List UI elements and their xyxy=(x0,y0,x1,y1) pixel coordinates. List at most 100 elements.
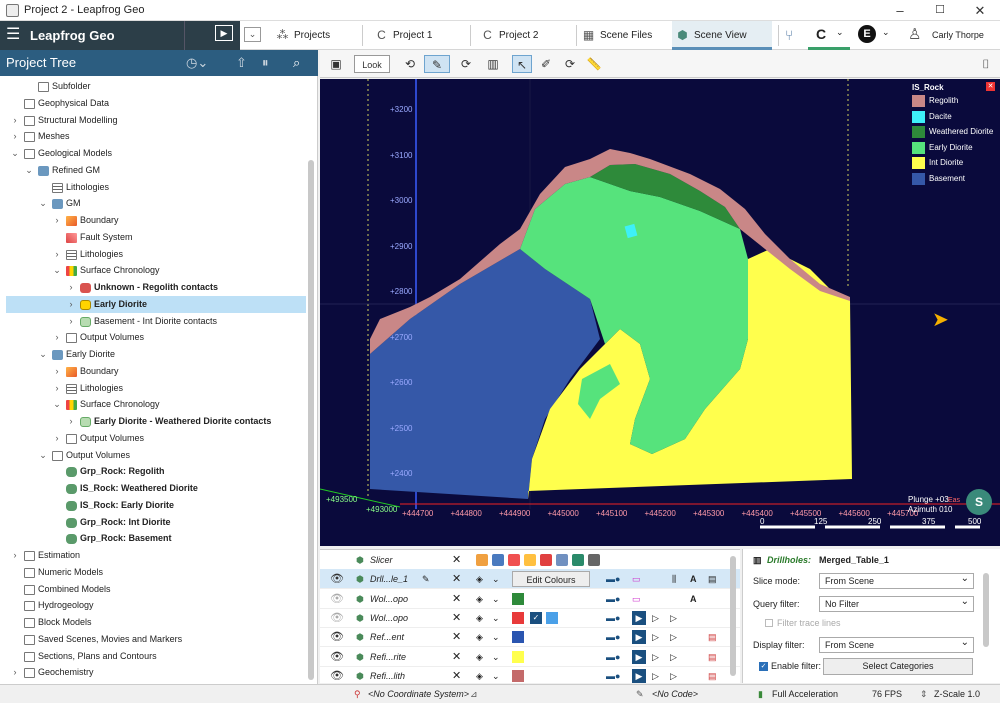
labels-icon[interactable]: ⫼ xyxy=(672,574,677,585)
chevron-right-icon[interactable]: › xyxy=(13,114,17,125)
hamburger-menu-icon[interactable]: ☰ xyxy=(6,26,21,43)
up-arrow-icon[interactable]: ⇧ xyxy=(236,55,247,70)
tabs-dropdown-button[interactable]: ⌄ xyxy=(244,27,261,42)
shape-row[interactable]: 👁 ⬢ Wol...opo ✕ ◈ ⌄ ✓ ▬● ▶ ▷ ▷ xyxy=(320,608,740,628)
tree-row[interactable]: › Early Diorite - Weathered Diorite conta… xyxy=(0,413,306,430)
maximize-button[interactable]: ☐ xyxy=(935,4,945,16)
chevron-down-icon[interactable]: ⌄ xyxy=(492,612,500,623)
chevron-right-icon[interactable]: › xyxy=(69,416,73,426)
tree-row[interactable]: › Output Volumes xyxy=(0,329,306,346)
select-pointer-icon[interactable]: ↖ xyxy=(512,55,532,73)
chevron-right-icon[interactable]: › xyxy=(55,432,59,443)
chevron-down-icon[interactable]: ⌄ xyxy=(53,265,61,276)
tree-row[interactable]: Fault System xyxy=(0,229,306,246)
pen-tool-icon[interactable]: ✎ xyxy=(424,55,450,73)
colour-swatch[interactable] xyxy=(512,669,524,682)
paint-bucket-icon[interactable]: ◈ xyxy=(476,574,483,585)
tree-row[interactable]: › Lithologies xyxy=(0,380,306,397)
shape-row[interactable]: 👁 ⬢ Refi...lith ✕ ◈ ⌄ ▬● ▶ ▷ ▷ ▤ xyxy=(320,666,740,686)
search-icon[interactable]: ⌕ xyxy=(293,55,301,70)
shape-row[interactable]: 👁 ⬢ Wol...opo ✕ ◈ ⌄ ▬● ▭ A xyxy=(320,589,740,609)
tree-row[interactable]: Grp_Rock: Basement xyxy=(0,530,306,547)
paint-bucket-icon[interactable]: ◈ xyxy=(476,593,483,604)
remove-icon[interactable]: ✕ xyxy=(452,631,462,644)
tab-scene-files[interactable]: ▦ Scene Files xyxy=(578,21,670,50)
table-icon[interactable]: ▤ xyxy=(708,670,717,681)
paint-bucket-icon[interactable]: ◈ xyxy=(476,632,483,643)
slicer-mode-icon[interactable] xyxy=(556,554,568,566)
slicer-mode-icon[interactable] xyxy=(492,554,504,566)
select-categories-button[interactable]: Select Categories xyxy=(823,658,973,675)
tree-scrollbar[interactable] xyxy=(308,160,314,680)
colour-swatch[interactable] xyxy=(512,631,524,644)
tree-row[interactable]: IS_Rock: Weathered Diorite xyxy=(0,480,306,497)
rotate-icon[interactable]: ⟲ xyxy=(404,57,416,71)
tree-row[interactable]: Sections, Plans and Contours xyxy=(0,648,306,665)
slicer-mode-icon[interactable] xyxy=(476,554,488,566)
sync-icon[interactable]: ⟳ xyxy=(460,57,472,71)
slicer-mode-icon[interactable] xyxy=(540,554,552,566)
visibility-eye-icon[interactable]: 👁 xyxy=(330,631,344,644)
chevron-right-icon[interactable]: › xyxy=(69,282,73,292)
intervals-icon[interactable]: ▭ xyxy=(632,593,641,604)
look-dropdown[interactable]: Look xyxy=(354,55,390,73)
enable-filter-checkbox[interactable]: ✓ xyxy=(759,662,768,671)
colour-swatch[interactable] xyxy=(512,650,524,663)
chevron-right-icon[interactable]: › xyxy=(13,550,17,560)
checkbox-icon[interactable]: ✓ xyxy=(530,611,542,624)
render-mode-icon[interactable]: ▶ xyxy=(632,649,646,664)
tree-row[interactable]: › Basement - Int Diorite contacts xyxy=(0,313,306,330)
remove-icon[interactable]: ✕ xyxy=(452,669,462,682)
shape-row[interactable]: 👁 ⬢ Ref...ent ✕ ◈ ⌄ ▬● ▶ ▷ ▷ ▤ xyxy=(320,627,740,648)
tree-row[interactable]: Hydrogeology xyxy=(0,597,306,614)
chevron-right-icon[interactable]: › xyxy=(13,131,17,142)
remove-icon[interactable]: ✕ xyxy=(452,592,462,605)
paint-bucket-icon[interactable]: ◈ xyxy=(476,612,483,623)
render-mode-icon[interactable]: ▶ xyxy=(632,668,646,683)
text-a-icon[interactable]: A xyxy=(690,593,697,604)
slicer-mode-icon[interactable] xyxy=(588,554,600,566)
visibility-eye-icon[interactable]: 👁 xyxy=(330,669,344,682)
table-icon[interactable]: ▤ xyxy=(708,574,717,585)
branch-icon[interactable]: ⑂ xyxy=(785,27,794,43)
history-icon[interactable]: ◷⌄ xyxy=(186,55,209,70)
display-filter-select[interactable]: From Scene xyxy=(819,636,974,653)
chevron-right-icon[interactable]: › xyxy=(13,667,17,678)
visibility-eye-icon[interactable]: 👁 xyxy=(330,650,344,663)
tree-row[interactable]: › Estimation xyxy=(0,547,306,564)
tree-row[interactable]: Combined Models xyxy=(0,581,306,598)
tree-row[interactable]: › Structural Modelling xyxy=(0,112,306,129)
shape-row[interactable]: 👁 ⬢ Refi...rite ✕ ◈ ⌄ ▬● ▶ ▷ ▷ ▤ xyxy=(320,647,740,667)
pause-icon[interactable]: ⏸ xyxy=(262,55,269,70)
slice-tool-icon[interactable]: ▥ xyxy=(487,57,499,71)
zscale-readout[interactable]: Z-Scale 1.0 xyxy=(934,689,981,699)
tree-row[interactable]: ⌄ Refined GM xyxy=(0,162,306,179)
camera-icon[interactable]: ⌷ xyxy=(982,57,990,71)
render-outline-icon[interactable]: ▷ xyxy=(670,651,677,662)
intervals-icon[interactable]: ▭ xyxy=(632,574,641,585)
colour-swatch[interactable] xyxy=(512,611,524,624)
text-a-icon[interactable]: A xyxy=(690,574,697,585)
user-name[interactable]: Carly Thorpe xyxy=(932,30,984,40)
chevron-down-icon[interactable]: ⌄ xyxy=(11,148,19,158)
tree-row[interactable]: Saved Scenes, Movies and Markers xyxy=(0,631,306,648)
tree-row[interactable]: ⌄ Geological Models xyxy=(0,145,306,162)
chevron-right-icon[interactable]: › xyxy=(55,382,59,393)
tree-row[interactable]: › Boundary xyxy=(0,212,306,229)
tree-row[interactable]: Grp_Rock: Int Diorite xyxy=(0,514,306,531)
coordinate-system[interactable]: <No Coordinate System> xyxy=(368,689,470,699)
remove-icon[interactable]: ✕ xyxy=(452,573,462,586)
render-mode-icon[interactable]: ▶ xyxy=(632,610,646,625)
chevron-down-icon[interactable]: ⌄ xyxy=(492,651,500,662)
chevron-down-icon[interactable]: ⌄ xyxy=(39,449,47,460)
opacity-slider[interactable]: ▬● xyxy=(606,632,621,643)
chevron-right-icon[interactable]: › xyxy=(69,298,73,309)
shape-list-scrollbar[interactable] xyxy=(730,556,736,676)
render-mode-icon[interactable]: ▶ xyxy=(632,630,646,645)
tree-row[interactable]: IS_Rock: Early Diorite xyxy=(0,497,306,514)
chevron-down-icon[interactable]: ⌄ xyxy=(492,593,500,604)
visibility-eye-icon[interactable]: 👁 xyxy=(330,592,344,605)
tree-row[interactable]: › Output Volumes xyxy=(0,430,306,447)
slicer-mode-icon[interactable] xyxy=(524,554,536,566)
draw-icon[interactable]: ✐ xyxy=(540,57,552,71)
